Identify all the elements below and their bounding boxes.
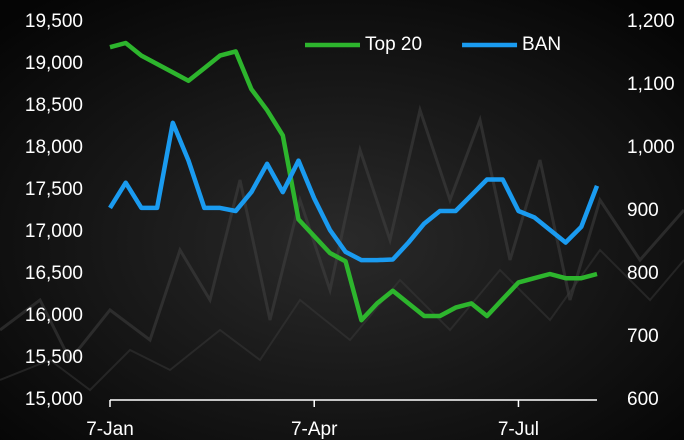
y-tick-label: 19,000 [25,53,83,74]
legend-label: Top 20 [365,34,422,55]
series-line [108,120,600,263]
x-tick-label: 7-Jan [86,419,134,440]
y2-tick-label: 700 [627,326,659,347]
background-decoration [0,248,684,392]
y-tick-label: 15,500 [25,347,83,368]
y-tick-label: 15,000 [25,389,83,410]
y-tick-label: 17,500 [25,179,83,200]
series-line [109,40,598,323]
y-tick-label: 18,000 [25,137,83,158]
y-tick-label: 16,000 [25,305,83,326]
y2-tick-label: 600 [627,389,659,410]
x-tick-label: 7-Apr [291,419,338,440]
y-tick-label: 16,500 [25,263,83,284]
y2-tick-label: 900 [627,200,659,221]
background-decoration [0,104,684,363]
y2-tick-label: 1,000 [627,137,675,158]
y-tick-label: 18,500 [25,95,83,116]
y2-tick-label: 1,200 [627,11,675,32]
y-tick-label: 17,000 [25,221,83,242]
y2-tick-label: 800 [627,263,659,284]
x-tick-label: 7-Jul [498,419,539,440]
legend-label: BAN [522,34,561,55]
y-tick-label: 19,500 [25,11,83,32]
y2-tick-label: 1,100 [627,74,675,95]
